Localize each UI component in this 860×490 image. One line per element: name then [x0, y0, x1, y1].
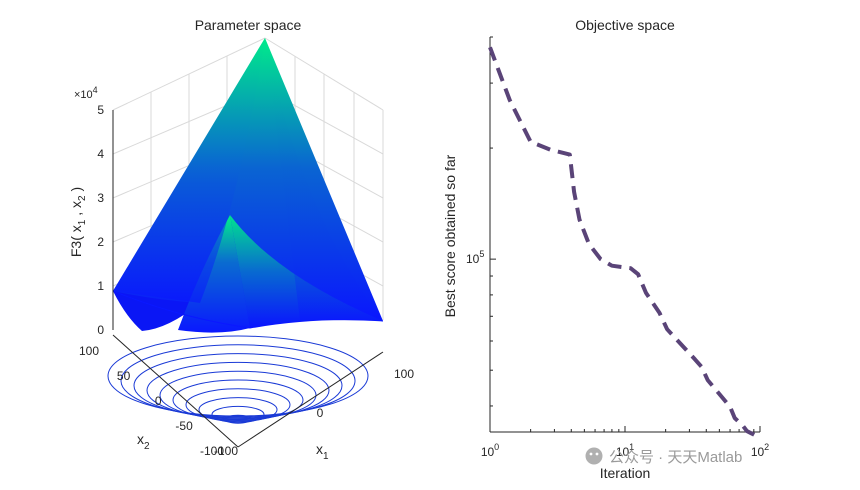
y-tick-labels: 100 50 0 -50 -100 — [79, 344, 224, 458]
contour-line — [107, 335, 369, 417]
x-tick-labels: 100 101 102 — [481, 442, 769, 459]
z-tick-labels: 0 1 2 3 4 5 — [97, 103, 104, 337]
y-axis-label: Best score obtained so far — [442, 154, 458, 317]
z-axis-multiplier: ×104 — [74, 85, 98, 101]
watermark-text: 公众号 · 天天Matlab — [609, 449, 742, 466]
x-tick-label: 0 — [317, 406, 324, 420]
z-tick-label: 3 — [97, 191, 104, 205]
y-tick-label: 100 — [79, 344, 99, 358]
y-tick-label: 50 — [117, 369, 131, 383]
x-tick-labels: -100 0 100 — [214, 367, 414, 458]
x-ticks — [489, 426, 761, 432]
z-tick-label: 4 — [97, 147, 104, 161]
objective-space-chart: Objective space 100 101 102 105 Iteration … — [442, 17, 769, 481]
wechat-logo-icon — [585, 447, 603, 465]
contour-line — [185, 388, 291, 422]
left-chart-title: Parameter space — [195, 17, 302, 33]
x-axis-label: x1 — [316, 441, 329, 462]
x-tick-label: -100 — [214, 444, 238, 458]
contour-line — [172, 379, 304, 421]
x-axis-label: Iteration — [600, 465, 651, 481]
y-tick-label: 0 — [155, 394, 162, 408]
f3-surface — [112, 38, 384, 333]
contour-line — [198, 397, 278, 423]
x-tick-label: 100 — [394, 367, 414, 381]
parameter-space-chart: Parameter space — [68, 17, 414, 462]
z-tick-label: 1 — [97, 279, 104, 293]
contour-line — [120, 344, 356, 418]
contour-line — [133, 353, 343, 419]
contour-line — [159, 370, 317, 420]
contour-line — [146, 361, 330, 419]
y-tick-label: -50 — [175, 419, 193, 433]
floor-contour-lines — [107, 335, 369, 424]
right-chart-title: Objective space — [575, 17, 675, 33]
z-tick-label: 2 — [97, 235, 104, 249]
3d-axes — [112, 110, 384, 448]
x-tick-label: 100 — [481, 442, 499, 459]
y-ticks — [490, 36, 496, 407]
y-axis-label: x2 — [137, 431, 150, 452]
z-axis-label: F3( x1 , x2 ) — [68, 187, 88, 257]
y-tick-label: -100 — [200, 444, 224, 458]
watermark: 公众号 · 天天Matlab — [585, 447, 742, 466]
x-tick-label: 102 — [751, 442, 769, 459]
x-tick-label: 101 — [616, 442, 634, 459]
z-tick-label: 0 — [97, 323, 104, 337]
convergence-curve — [488, 46, 761, 439]
y-tick-labels: 105 — [466, 249, 484, 266]
y-tick-label: 105 — [466, 249, 484, 266]
z-tick-label: 5 — [97, 103, 104, 117]
contour-line — [211, 405, 265, 423]
2d-axes — [489, 37, 760, 433]
